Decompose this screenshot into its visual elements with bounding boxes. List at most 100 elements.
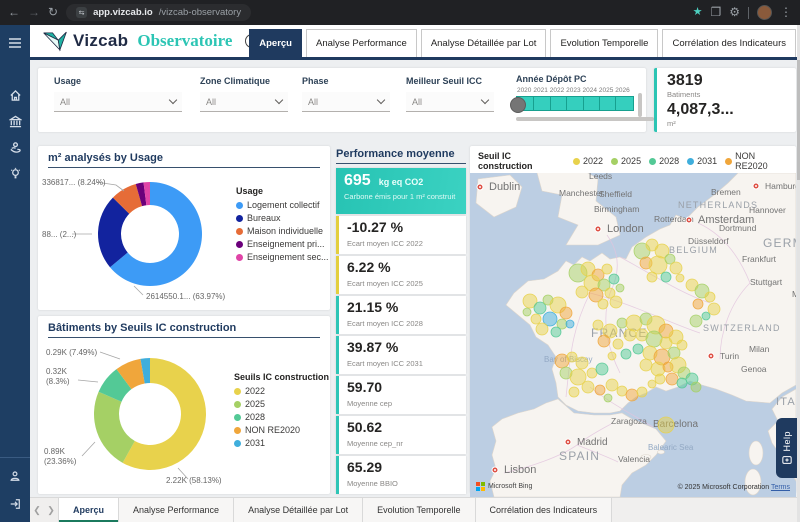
legend-item-2028[interactable]: 2028 (234, 411, 329, 424)
map-bubble[interactable] (692, 298, 704, 310)
map-bubble[interactable] (597, 298, 609, 310)
donut-slice-2028[interactable] (98, 369, 132, 402)
legend-item-2022[interactable]: 2022 (234, 385, 329, 398)
map-bubble[interactable] (676, 339, 688, 351)
header-tab-analyse-performance[interactable]: Analyse Performance (305, 29, 417, 57)
map-bubble[interactable] (632, 343, 644, 355)
map-bubble[interactable] (647, 379, 657, 389)
pages-next-icon[interactable]: ❯ (47, 504, 55, 515)
map-bubble[interactable] (597, 334, 611, 348)
lightbulb-icon[interactable] (0, 161, 30, 185)
map-bubble[interactable] (542, 311, 558, 327)
home-icon[interactable] (0, 83, 30, 107)
filter-dropdown-usage[interactable]: All (54, 92, 182, 112)
map-bubble[interactable] (604, 287, 616, 299)
map-bubble[interactable] (625, 388, 639, 402)
donut-slice-logement-collectif[interactable] (109, 182, 202, 286)
help-tab[interactable]: Help (776, 418, 797, 478)
year-slider-handle[interactable] (510, 97, 526, 113)
map-legend-item-2031[interactable]: 2031 (687, 156, 717, 166)
forward-icon[interactable]: → (28, 5, 40, 19)
user-profile-icon[interactable] (0, 464, 30, 488)
legend-item-2031[interactable]: 2031 (234, 437, 329, 450)
map-legend-item-2028[interactable]: 2028 (649, 156, 679, 166)
donut-slice-maison-individuelle[interactable] (112, 183, 143, 214)
map-bubble[interactable] (690, 381, 702, 393)
map-bubble[interactable] (625, 314, 643, 332)
donut-slice-non-re2020[interactable] (116, 358, 145, 390)
map-bubble[interactable] (586, 367, 598, 379)
header-tab-correlation-des-indicateurs[interactable]: Corrélation des Indicateurs (662, 29, 796, 57)
map-bubble[interactable] (676, 377, 688, 389)
usage-donut-card[interactable]: m² analysés by Usage 336817... (8.24%) 88… (38, 146, 330, 310)
map-bubble[interactable] (581, 380, 595, 394)
page-tab-analyse-detaillee-par-lot[interactable]: Analyse Détaillée par Lot (234, 498, 364, 522)
map-bubble[interactable] (620, 348, 632, 360)
sign-out-icon[interactable] (0, 492, 30, 516)
map-bubble[interactable] (689, 314, 703, 328)
year-slider[interactable]: Année Dépôt PC 2020 2021 2022 2023 2024 2025 2… (510, 74, 654, 121)
map-bubble[interactable] (607, 351, 617, 361)
donut-slice-2031[interactable] (140, 358, 150, 384)
donut-slice-enseignement-sec-[interactable] (143, 182, 150, 206)
back-icon[interactable]: ← (8, 5, 20, 19)
map-bubble[interactable] (639, 358, 653, 372)
browser-menu-icon[interactable]: ⋮ (780, 5, 792, 19)
year-slider-hscrollbar[interactable] (516, 117, 654, 121)
map-legend-item-non-re2020[interactable]: NON RE2020 (725, 151, 788, 171)
donut-slice-bureaux[interactable] (98, 197, 130, 268)
map-bubble[interactable] (566, 351, 578, 363)
donut-slice-enseignement-pri-[interactable] (135, 182, 147, 207)
filter-dropdown-phase[interactable]: All (302, 92, 390, 112)
map-bubble[interactable] (615, 283, 625, 293)
page-tab-apercu[interactable]: Aperçu (58, 498, 120, 522)
map-bubble[interactable] (645, 330, 663, 348)
header-tab-evolution-temporelle[interactable]: Evolution Temporelle (550, 29, 659, 57)
map-bubble[interactable] (588, 287, 604, 303)
hand-coins-icon[interactable] (0, 135, 30, 159)
profile-avatar[interactable] (757, 5, 772, 20)
map-bubble[interactable] (565, 319, 575, 329)
page-scrollbar[interactable] (797, 25, 800, 522)
page-tab-evolution-temporelle[interactable]: Evolution Temporelle (363, 498, 476, 522)
map-bubble[interactable] (559, 306, 573, 320)
map-bubble[interactable] (616, 385, 628, 397)
map-bubble[interactable] (646, 271, 658, 283)
legend-item-bureaux[interactable]: Bureaux (236, 212, 329, 225)
map-bubble[interactable] (657, 416, 675, 434)
year-slider-track[interactable] (510, 93, 642, 117)
map-bubble[interactable] (568, 386, 580, 398)
side-panel-icon[interactable]: ❐ (710, 5, 722, 19)
map-bubble[interactable] (654, 373, 666, 385)
bank-icon[interactable] (0, 109, 30, 133)
map-bubble[interactable] (636, 386, 648, 398)
map-bubble[interactable] (597, 278, 611, 292)
map-bubble[interactable] (603, 393, 613, 403)
year-slider-scrollbar[interactable] (638, 93, 642, 117)
donut-slice-2022[interactable] (122, 358, 206, 470)
legend-item-logement-collectif[interactable]: Logement collectif (236, 199, 329, 212)
legend-item-2025[interactable]: 2025 (234, 398, 329, 411)
map-bubble[interactable] (594, 384, 606, 396)
map-bubble[interactable] (665, 372, 679, 386)
extensions-puzzle-icon[interactable]: ⚙ (729, 5, 740, 19)
map-bubble[interactable] (701, 311, 711, 321)
page-tab-correlation-des-indicateurs[interactable]: Corrélation des Indicateurs (475, 498, 613, 522)
map-bubble[interactable] (707, 302, 721, 316)
map-bubble[interactable] (522, 307, 532, 317)
map-bubble[interactable] (648, 255, 668, 275)
map-bubble[interactable] (704, 291, 716, 303)
terms-link[interactable]: Terms (770, 484, 790, 491)
map-bubble[interactable] (575, 356, 589, 370)
donut-slice-2025[interactable] (94, 391, 135, 463)
header-tab-apercu[interactable]: Aperçu (249, 29, 302, 57)
hamburger-menu-icon[interactable] (0, 31, 30, 55)
map-bubble[interactable] (669, 261, 683, 275)
legend-item-maison-individuelle[interactable]: Maison individuelle (236, 225, 329, 238)
bookmark-star-icon[interactable]: ★ (692, 6, 703, 18)
map-bubble[interactable] (608, 273, 620, 285)
legend-item-non-re2020[interactable]: NON RE2020 (234, 424, 329, 437)
pages-prev-icon[interactable]: ❮ (33, 504, 41, 515)
map-bubble[interactable] (550, 326, 562, 338)
